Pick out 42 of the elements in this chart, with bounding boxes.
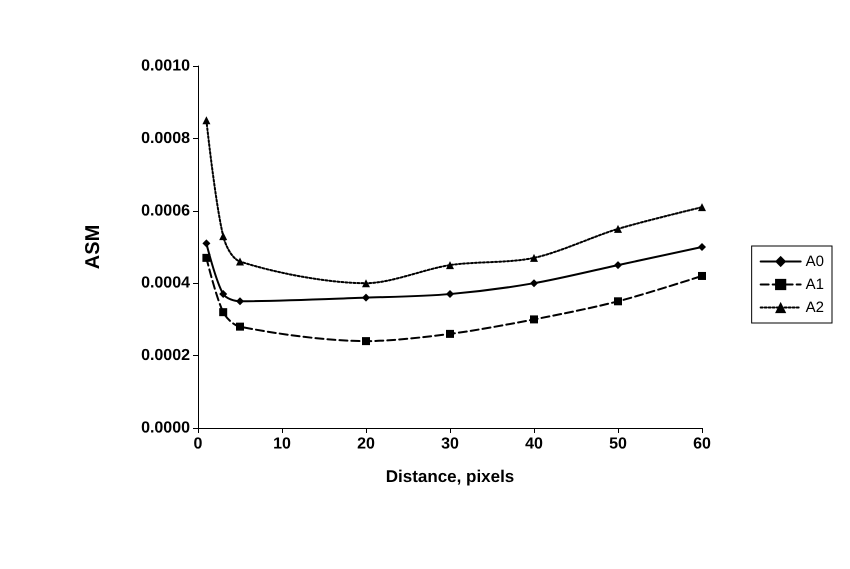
legend-label: A0	[806, 253, 824, 270]
y-tick-label: 0.0004	[141, 274, 190, 292]
point	[362, 337, 370, 346]
point	[202, 116, 210, 124]
x-tick-label: 30	[441, 436, 459, 452]
point	[202, 254, 210, 262]
x-tick-label: 50	[609, 436, 627, 452]
point	[202, 239, 210, 248]
point	[614, 297, 622, 306]
point	[362, 294, 370, 302]
point	[530, 279, 538, 288]
point	[530, 315, 538, 324]
y-tick-label: 0.0010	[141, 58, 190, 74]
point	[446, 330, 454, 338]
point	[236, 257, 244, 266]
x-axis-title: Distance, pixels	[386, 467, 514, 486]
y-tick-label: 0.0006	[141, 202, 190, 220]
x-tick-label: 20	[357, 436, 375, 452]
point	[446, 290, 454, 298]
point	[236, 322, 244, 331]
y-tick-label: 0.0002	[141, 347, 190, 364]
point	[219, 308, 228, 316]
point	[219, 290, 228, 298]
legend-label: A2	[806, 299, 824, 316]
point	[219, 232, 228, 240]
x-tick-label: 0	[194, 436, 203, 452]
point	[530, 254, 538, 262]
y-axis-title: ASM	[82, 224, 104, 270]
point	[236, 297, 244, 306]
point	[446, 261, 454, 270]
legend-label: A1	[806, 276, 824, 293]
point	[698, 272, 706, 280]
point	[614, 224, 622, 233]
y-tick-label: 0.0008	[141, 130, 190, 147]
x-tick-label: 10	[273, 436, 291, 452]
point	[362, 279, 370, 288]
y-tick-label: 0.0000	[141, 420, 190, 436]
point	[698, 203, 706, 212]
point	[614, 261, 622, 270]
x-tick-label: 40	[525, 436, 543, 452]
x-tick-label: 60	[693, 436, 711, 452]
point	[698, 243, 706, 251]
